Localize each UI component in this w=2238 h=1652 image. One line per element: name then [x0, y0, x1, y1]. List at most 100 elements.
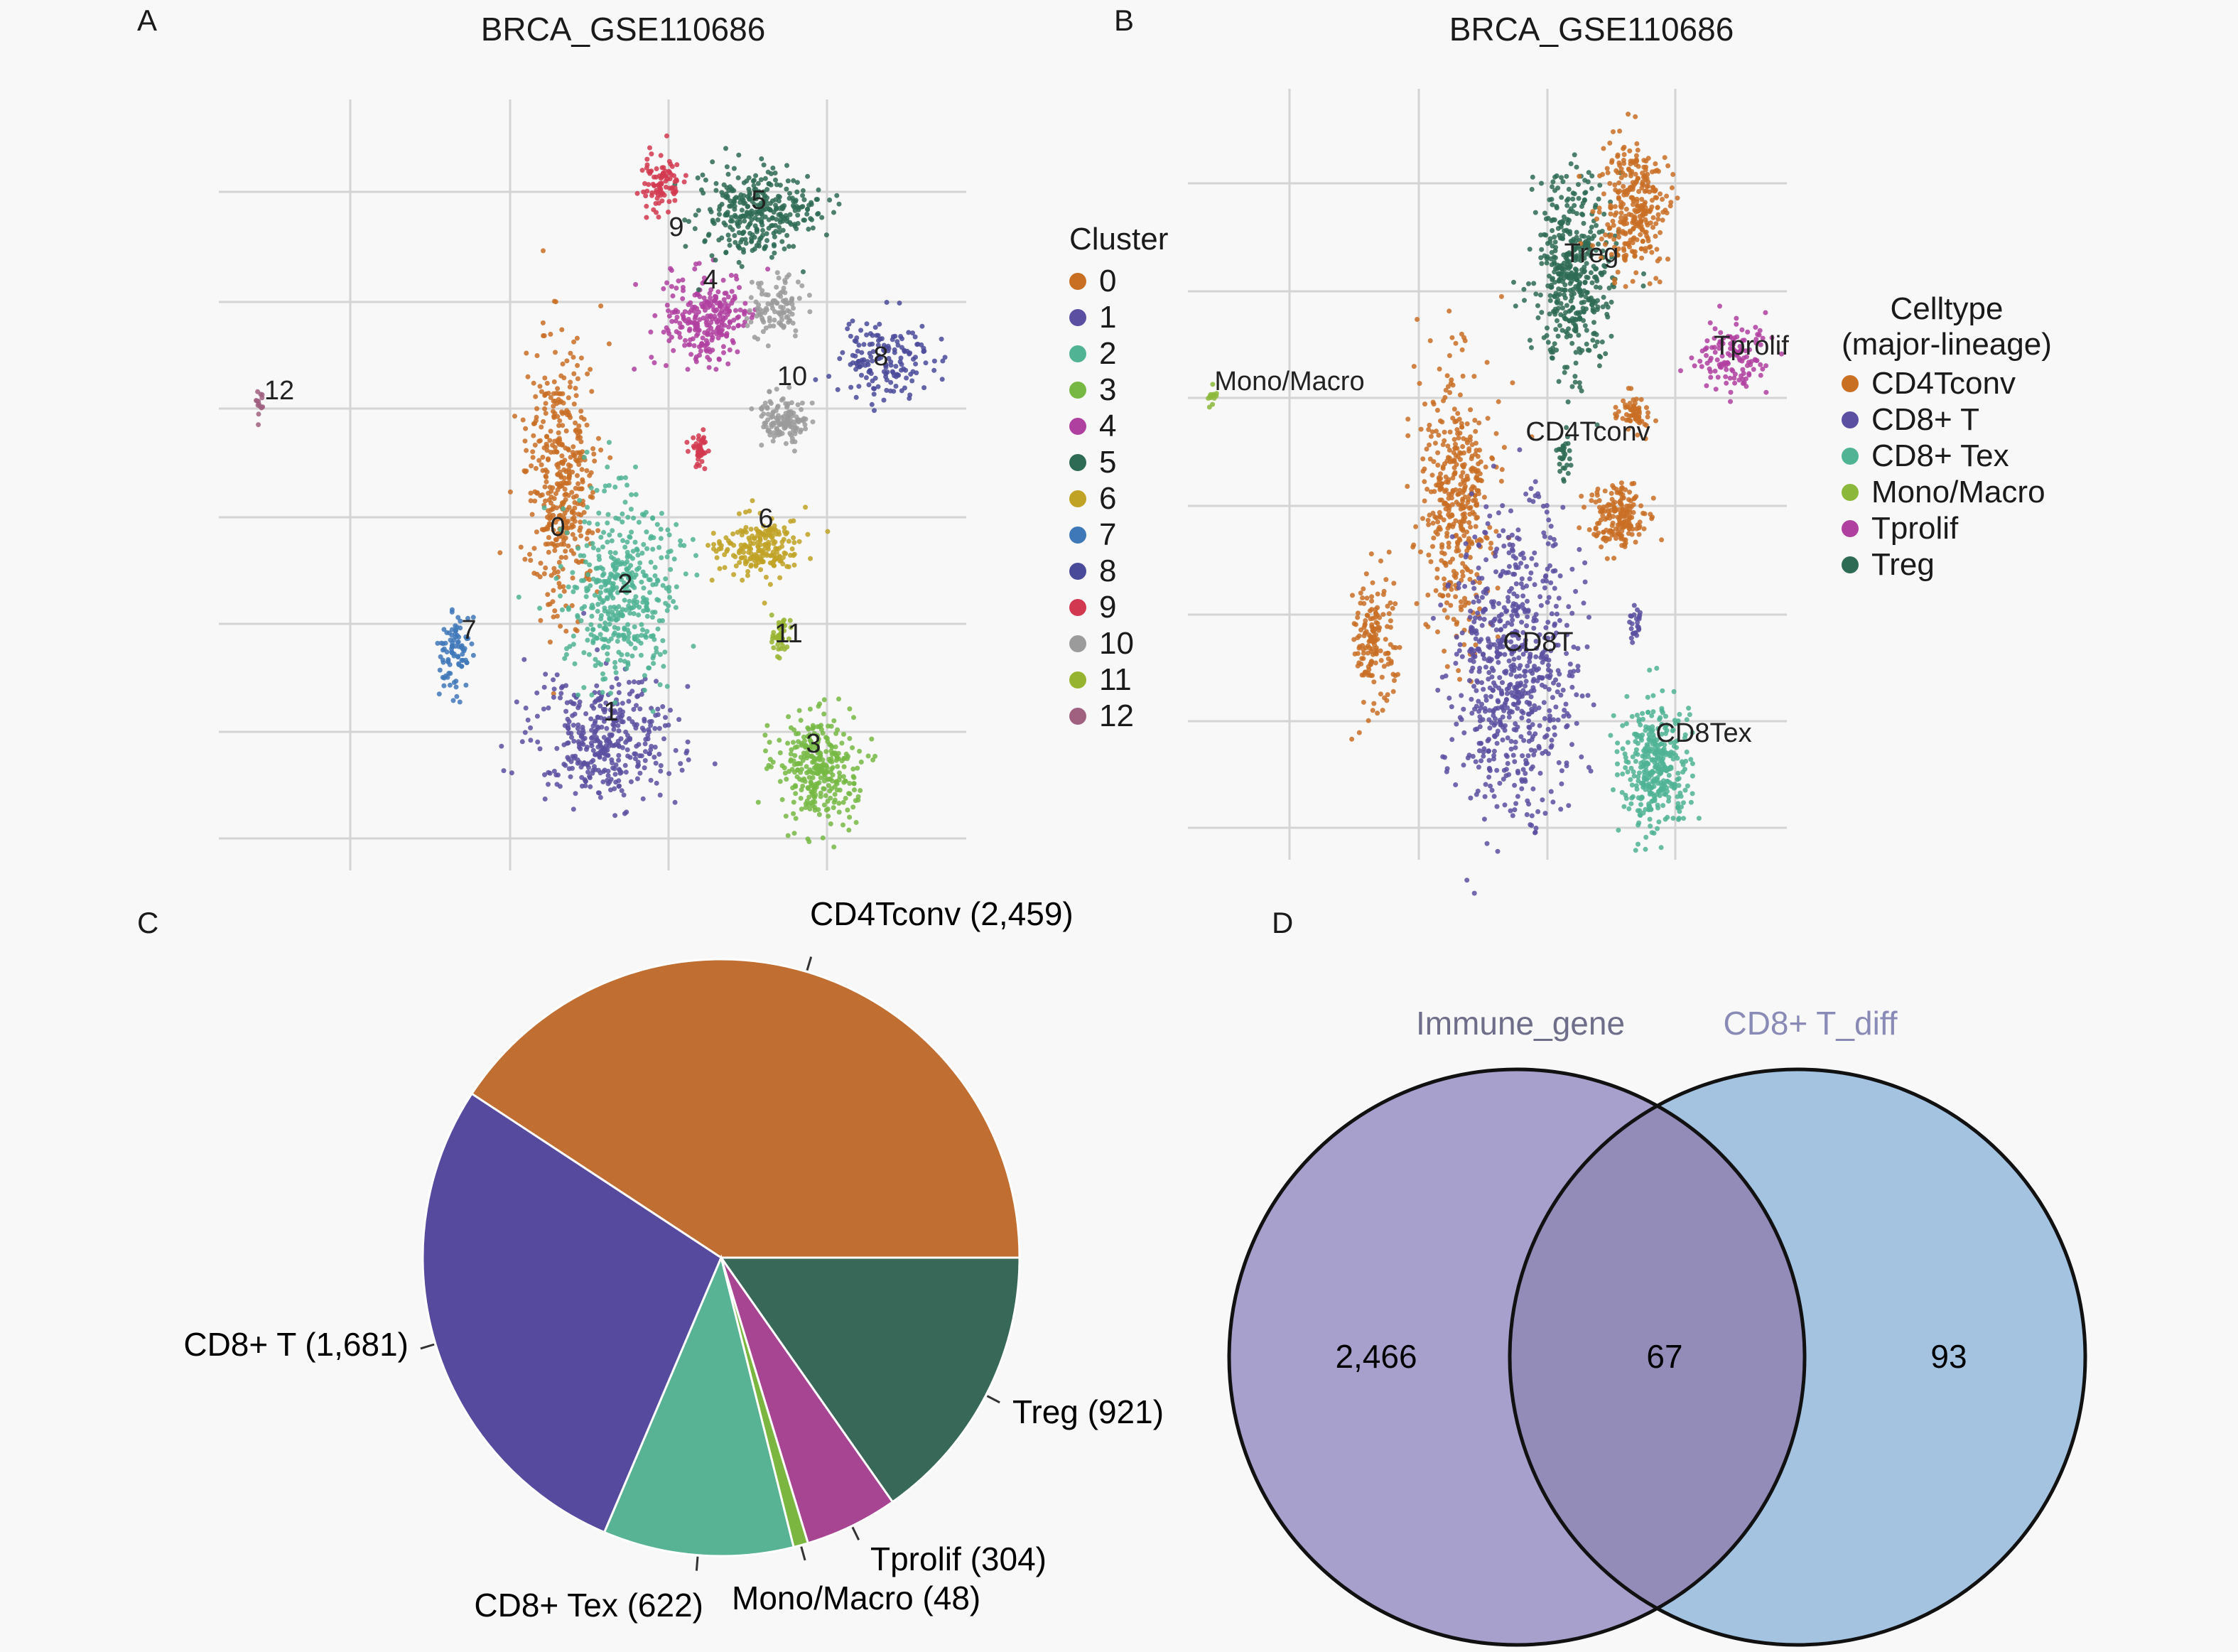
cluster-label-12: 12	[264, 376, 294, 406]
cluster-label-6: 6	[758, 504, 773, 534]
celltype-legend-title-1: Celltype	[1890, 291, 2004, 326]
legend-swatch	[1842, 411, 1859, 428]
legend-swatch	[1069, 635, 1086, 652]
legend-label: 6	[1099, 480, 1117, 516]
venn-count-cd8-only: 93	[1930, 1338, 1967, 1375]
pie-leader-line	[851, 1526, 860, 1540]
venn-count-intersection: 67	[1646, 1338, 1682, 1375]
cluster-legend-item-2: 2	[1069, 335, 1168, 372]
celltype-label-tprolif: Tprolif	[1714, 331, 1789, 361]
cluster-label-8: 8	[873, 342, 888, 372]
legend-label: CD8+ T	[1871, 401, 1980, 437]
legend-swatch	[1069, 381, 1086, 399]
legend-label: 10	[1099, 625, 1134, 661]
legend-swatch	[1069, 671, 1086, 689]
cluster-legend-item-6: 6	[1069, 480, 1168, 517]
panel-letter-a: A	[137, 4, 158, 37]
pie-slice-treg	[719, 1256, 1021, 1503]
venn-outline-right	[1508, 1067, 2087, 1647]
legend-swatch	[1842, 556, 1859, 573]
cluster-legend-items: 0 1 2 3 4 5 6 7 8 9 10 11 12	[1069, 263, 1168, 734]
cluster-legend-item-5: 5	[1069, 444, 1168, 480]
panel-a-title: BRCA_GSE110686	[480, 11, 766, 48]
cluster-label-10: 10	[777, 362, 807, 392]
umap-celltype-plot: Treg Tprolif Mono/Macro CD4Tconv CD8T CD8Tex	[1188, 89, 1789, 896]
legend-label: 2	[1099, 335, 1117, 371]
legend-swatch	[1842, 483, 1859, 501]
legend-swatch	[1069, 417, 1086, 435]
legend-label: 8	[1099, 553, 1117, 588]
celltype-legend-items: CD4Tconv CD8+ T CD8+ Tex Mono/Macro Tprolif T…	[1842, 365, 2052, 583]
legend-swatch	[1069, 345, 1086, 362]
celltype-legend-title-2: (major-lineage)	[1842, 327, 2052, 362]
pie-label-cd8-tex: CD8+ Tex (622)	[474, 1587, 703, 1624]
cluster-legend-title: Cluster	[1069, 222, 1169, 257]
cluster-label-4: 4	[703, 265, 718, 295]
legend-swatch	[1842, 447, 1859, 465]
pie-leader-line	[806, 956, 813, 971]
legend-swatch	[1842, 519, 1859, 537]
pie-leader-line	[695, 1556, 699, 1571]
cluster-legend-item-10: 10	[1069, 625, 1168, 662]
celltype-legend-item: CD8+ Tex	[1842, 438, 2052, 474]
legend-swatch	[1069, 598, 1086, 616]
umap-b-points	[1206, 112, 1784, 896]
legend-swatch	[1069, 526, 1086, 544]
venn-count-immune-only: 2,466	[1335, 1338, 1417, 1375]
legend-swatch	[1069, 453, 1086, 471]
panel-b-title: BRCA_GSE110686	[1449, 11, 1734, 48]
cluster-label-7: 7	[461, 615, 476, 645]
celltype-pie-chart: CD4Tconv (2,459) Treg (921) Tprolif (304)M…	[183, 895, 1164, 1624]
pie-slice-cd8-t	[421, 1092, 723, 1534]
cluster-legend-item-1: 1	[1069, 299, 1168, 335]
celltype-label-cd8t: CD8T	[1503, 627, 1573, 657]
venn-outline-left	[1227, 1067, 1807, 1647]
cluster-legend-item-9: 9	[1069, 589, 1168, 625]
legend-label: CD8+ Tex	[1871, 438, 2009, 473]
pie-slice-cd8-tex	[602, 1254, 795, 1557]
panel-letter-b: B	[1114, 4, 1135, 37]
cluster-legend: Cluster 0 1 2 3 4 5 6 7 8 9 10 11 12	[1069, 222, 1168, 734]
cluster-label-0: 0	[550, 512, 565, 542]
cluster-label-5: 5	[751, 185, 766, 215]
celltype-label-treg: Treg	[1564, 239, 1619, 269]
celltype-label-mono-macro: Mono/Macro	[1214, 367, 1364, 396]
pie-label-mono-macro: Mono/Macro (48)	[732, 1580, 980, 1616]
pie-leader-line	[986, 1395, 1000, 1404]
pie-leader-line	[420, 1343, 435, 1350]
cluster-label-2: 2	[617, 569, 632, 599]
legend-swatch	[1069, 562, 1086, 580]
legend-label: Treg	[1871, 546, 1935, 582]
legend-label: 3	[1099, 372, 1117, 407]
cluster-label-11: 11	[774, 619, 802, 649]
legend-label: 7	[1099, 517, 1117, 552]
legend-swatch	[1069, 490, 1086, 507]
celltype-label-cd4tconv: CD4Tconv	[1525, 417, 1650, 447]
legend-label: 9	[1099, 589, 1117, 625]
panel-letter-d: D	[1272, 906, 1294, 939]
celltype-legend-item: Mono/Macro	[1842, 474, 2052, 510]
cluster-legend-item-8: 8	[1069, 553, 1168, 589]
legend-swatch	[1069, 308, 1086, 326]
cluster-label-9: 9	[669, 212, 683, 242]
cluster-legend-item-12: 12	[1069, 698, 1168, 734]
legend-label: 4	[1099, 408, 1117, 443]
legend-label: CD4Tconv	[1871, 365, 2016, 401]
umap-a-points	[254, 133, 948, 850]
venn-set-name-cd8-t-diff: CD8+ T_diff	[1723, 1005, 1897, 1042]
legend-swatch	[1842, 374, 1859, 392]
legend-label: 5	[1099, 444, 1117, 480]
cluster-label-3: 3	[806, 729, 821, 759]
cluster-legend-item-7: 7	[1069, 517, 1168, 553]
cluster-legend-item-11: 11	[1069, 662, 1168, 698]
cluster-legend-item-4: 4	[1069, 408, 1168, 444]
legend-swatch	[1069, 707, 1086, 725]
legend-label: 0	[1099, 263, 1117, 298]
pie-label-treg: Treg (921)	[1012, 1393, 1164, 1430]
legend-label: Tprolif	[1871, 510, 1959, 546]
celltype-legend-item: Tprolif	[1842, 510, 2052, 546]
legend-swatch	[1069, 272, 1086, 290]
